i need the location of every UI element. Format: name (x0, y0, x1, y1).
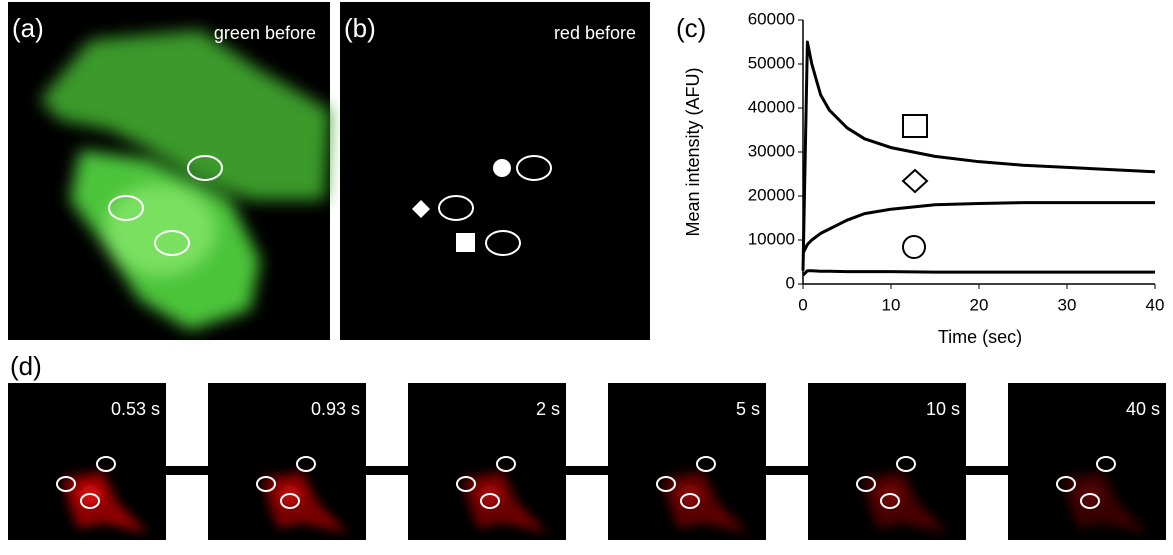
roi (296, 456, 316, 472)
roi-b (438, 155, 552, 256)
roi (96, 456, 116, 472)
x-tick-label: 0 (798, 295, 807, 314)
roi (680, 493, 700, 509)
roi (280, 493, 300, 509)
connector (366, 466, 408, 475)
green-cell (40, 30, 330, 330)
roi (696, 456, 716, 472)
frame-time: 0.53 s (111, 399, 160, 419)
roi (1056, 476, 1076, 492)
y-tick-label: 0 (786, 273, 795, 292)
connector (966, 466, 1008, 475)
roi (896, 456, 916, 472)
roi (80, 493, 100, 509)
x-tick-label: 30 (1058, 295, 1077, 314)
y-tick-label: 40000 (748, 97, 795, 116)
frame-time: 40 s (1126, 399, 1160, 419)
connector (766, 466, 808, 475)
roi (480, 493, 500, 509)
caption: red before (554, 23, 636, 43)
data-line (801, 201, 1155, 254)
frame-time: 5 s (736, 399, 760, 419)
legend-markers (901, 114, 929, 259)
data-line (801, 40, 1156, 271)
roi (856, 476, 876, 492)
connector (566, 466, 608, 475)
frame-time: 10 s (926, 399, 960, 419)
roi (456, 476, 476, 492)
roi (56, 476, 76, 492)
roi-a (108, 155, 223, 256)
x-tick-label: 20 (970, 295, 989, 314)
y-tick-label: 10000 (748, 229, 795, 248)
panel-label: (d) (10, 351, 42, 381)
caption: green before (214, 23, 316, 43)
frame-time: 2 s (536, 399, 560, 419)
roi (880, 493, 900, 509)
panel-label: (c) (676, 13, 706, 43)
roi (496, 456, 516, 472)
roi (1096, 456, 1116, 472)
frame-time: 0.93 s (311, 399, 360, 419)
y-tick-label: 50000 (748, 53, 795, 72)
panel-label: (a) (12, 13, 44, 43)
roi (256, 476, 276, 492)
data-line (801, 269, 1155, 277)
y-tick-label: 30000 (748, 141, 795, 160)
x-tick-label: 40 (1146, 295, 1165, 314)
roi (1080, 493, 1100, 509)
x-axis-label: Time (sec) (938, 327, 1022, 347)
y-axis-label: Mean intensity (AFU) (683, 67, 703, 236)
roi (656, 476, 676, 492)
panel-label: (b) (344, 13, 376, 43)
roi-markers (412, 159, 511, 252)
connector (166, 466, 208, 475)
y-tick-label: 60000 (748, 9, 795, 28)
x-tick-label: 10 (882, 295, 901, 314)
y-tick-label: 20000 (748, 185, 795, 204)
